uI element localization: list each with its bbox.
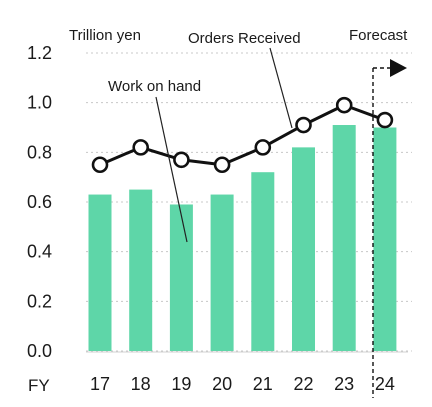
bar-work-on-hand — [292, 147, 315, 351]
forecast-label: Forecast — [349, 27, 408, 44]
point-orders-received — [376, 111, 394, 129]
x-axis-label: FY — [28, 376, 50, 395]
x-tick-label: 18 — [131, 374, 151, 394]
point-orders-received — [91, 156, 109, 174]
point-orders-received — [173, 151, 190, 169]
y-tick-label: 0.0 — [27, 341, 52, 361]
y-tick-label: 0.2 — [27, 291, 52, 311]
gridlines — [86, 52, 412, 352]
x-tick-label: 23 — [334, 374, 354, 394]
bar-work-on-hand — [373, 127, 397, 351]
axes: 0.0 0.2 0.4 0.6 0.8 1.0 1.2 17 18 19 20 21 22 23 24 — [27, 43, 408, 394]
bar-work-on-hand — [88, 194, 112, 351]
bar-series-work-on-hand — [88, 125, 397, 352]
series-label-orders-received: Orders Received — [188, 30, 301, 47]
bar-work-on-hand — [210, 194, 234, 351]
work-on-hand-leader-line — [155, 96, 188, 243]
point-orders-received — [254, 139, 272, 156]
point-orders-received — [295, 116, 312, 134]
y-tick-label: 1.2 — [27, 43, 52, 63]
x-tick-label: 24 — [375, 374, 395, 394]
point-orders-received — [132, 139, 149, 156]
bar-work-on-hand — [251, 172, 275, 351]
bar-work-on-hand — [332, 125, 356, 352]
y-tick-label: 0.6 — [27, 192, 52, 212]
annotations: Trillion yen Orders Received Forecast Wo… — [28, 27, 408, 398]
orders-received-leader-line — [269, 47, 293, 129]
series-label-work-on-hand: Work on hand — [108, 78, 201, 95]
unit-label: Trillion yen — [69, 27, 141, 44]
y-tick-label: 0.4 — [27, 242, 52, 262]
x-tick-label: 19 — [171, 374, 191, 394]
bar-work-on-hand — [169, 204, 193, 351]
x-tick-label: 21 — [253, 374, 273, 394]
x-tick-label: 22 — [293, 374, 313, 394]
x-tick-label: 17 — [90, 374, 110, 394]
bar-work-on-hand — [129, 189, 153, 351]
forecast-arrow-icon — [390, 59, 407, 77]
point-orders-received — [335, 96, 353, 114]
y-tick-label: 0.8 — [27, 142, 52, 162]
line-series-orders-received — [91, 96, 394, 174]
y-tick-label: 1.0 — [27, 93, 52, 113]
x-tick-label: 20 — [212, 374, 232, 394]
point-orders-received — [213, 156, 231, 174]
